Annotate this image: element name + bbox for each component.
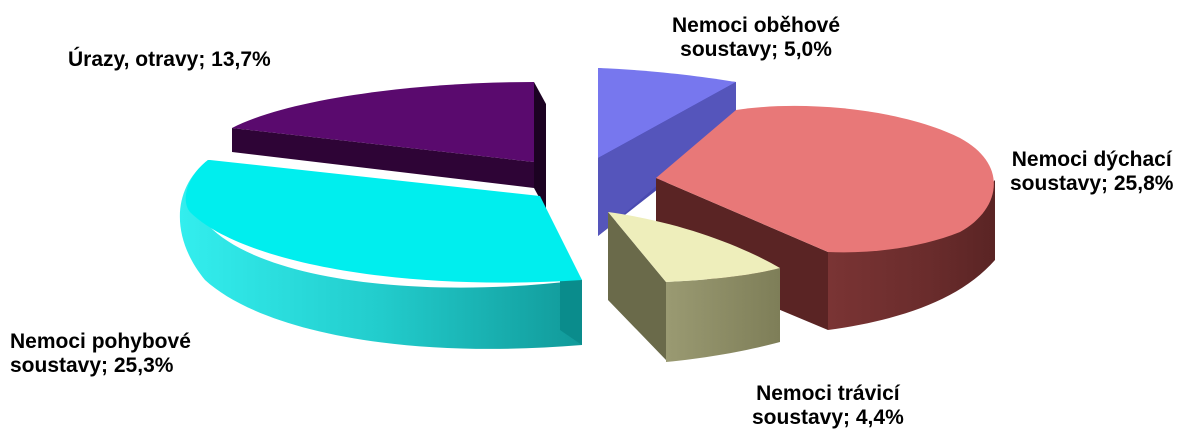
pie-slice-pohybove <box>179 160 583 349</box>
label-pohybove-line2: soustavy; 25,3% <box>10 354 174 377</box>
label-dychaci-line2: soustavy; 25,8% <box>1010 172 1174 195</box>
label-pohybove-line1: Nemoci pohybové <box>10 330 191 353</box>
label-urazy-line1: Úrazy, otravy; 13,7% <box>68 48 271 71</box>
label-travici: Nemoci trávicí soustavy; 4,4% <box>752 382 904 430</box>
pie-slice-travici <box>608 212 780 362</box>
pie-slice-obehove <box>598 68 736 236</box>
label-travici-line1: Nemoci trávicí <box>756 382 900 405</box>
label-obehove-line1: Nemoci oběhové <box>672 14 841 37</box>
label-dychaci-line1: Nemoci dýchací <box>1011 148 1172 171</box>
pie-slice-urazy <box>232 82 546 210</box>
label-obehove: Nemoci oběhové soustavy; 5,0% <box>672 14 840 62</box>
label-dychaci: Nemoci dýchací soustavy; 25,8% <box>1010 148 1173 196</box>
label-urazy: Úrazy, otravy; 13,7% <box>68 48 271 72</box>
label-obehove-line2: soustavy; 5,0% <box>680 38 832 61</box>
label-travici-line2: soustavy; 4,4% <box>752 406 904 429</box>
label-pohybove: Nemoci pohybové soustavy; 25,3% <box>10 330 191 378</box>
